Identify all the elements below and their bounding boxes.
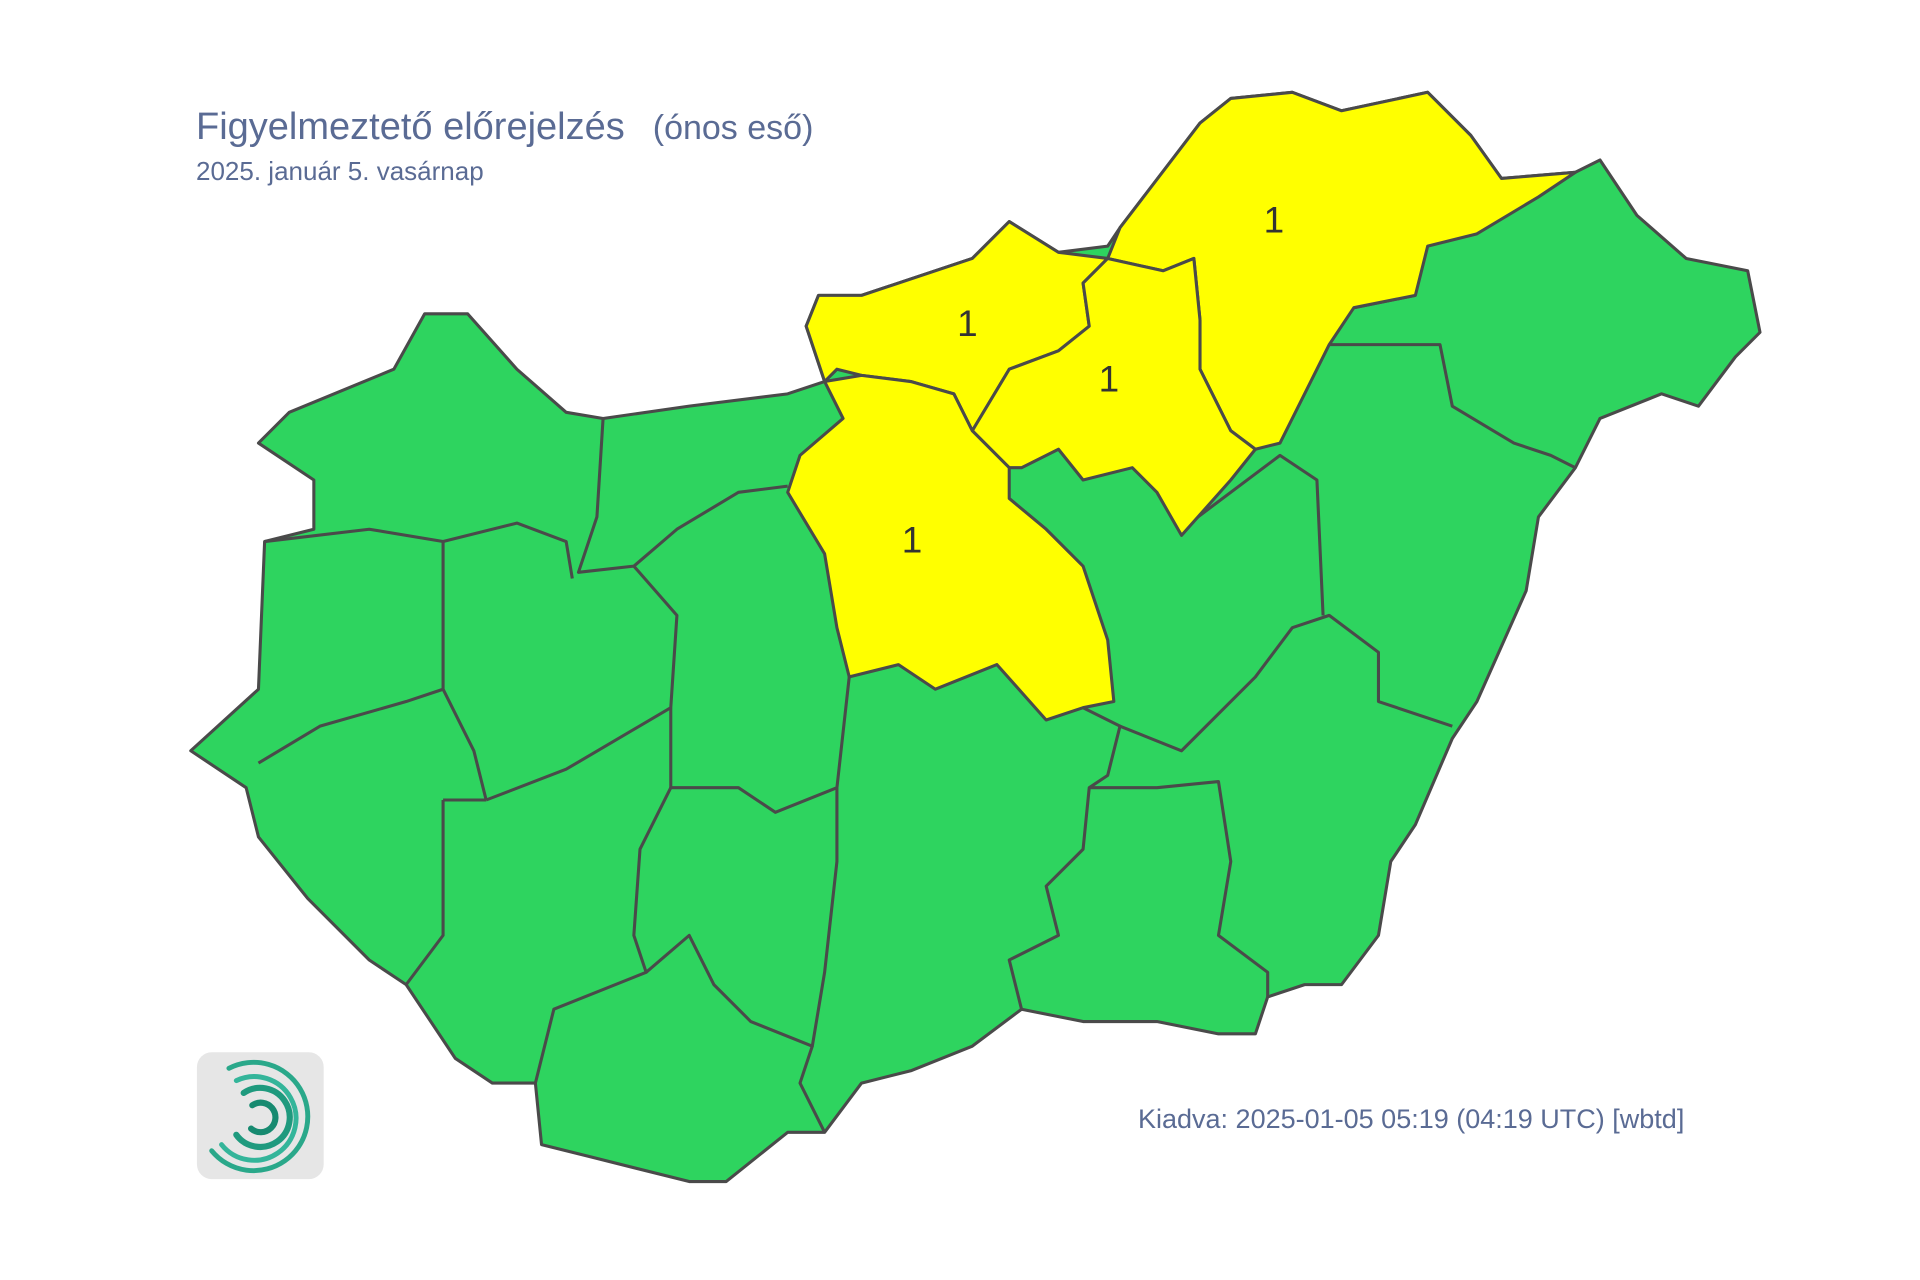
county-pest	[786, 373, 1116, 722]
county-borders	[257, 293, 1577, 1133]
forecast-date: 2025. január 5. vasárnap	[196, 156, 484, 186]
title-text: Figyelmeztető előrejelzés	[196, 106, 625, 148]
map-title: Figyelmeztető előrejelzés (ónos eső)	[196, 106, 813, 149]
warning-level-borsod: 1	[1264, 200, 1285, 241]
warning-level-nograd: 1	[957, 303, 978, 344]
phenomenon-label: (ónos eső)	[652, 109, 814, 147]
warning-level-pest: 1	[902, 520, 923, 561]
met-service-swirl-logo	[196, 1052, 324, 1180]
warning-level-heves: 1	[1099, 358, 1120, 399]
county-heves	[970, 256, 1257, 537]
issued-timestamp: Kiadva: 2025-01-05 05:19 (04:19 UTC) [wb…	[1138, 1104, 1685, 1134]
